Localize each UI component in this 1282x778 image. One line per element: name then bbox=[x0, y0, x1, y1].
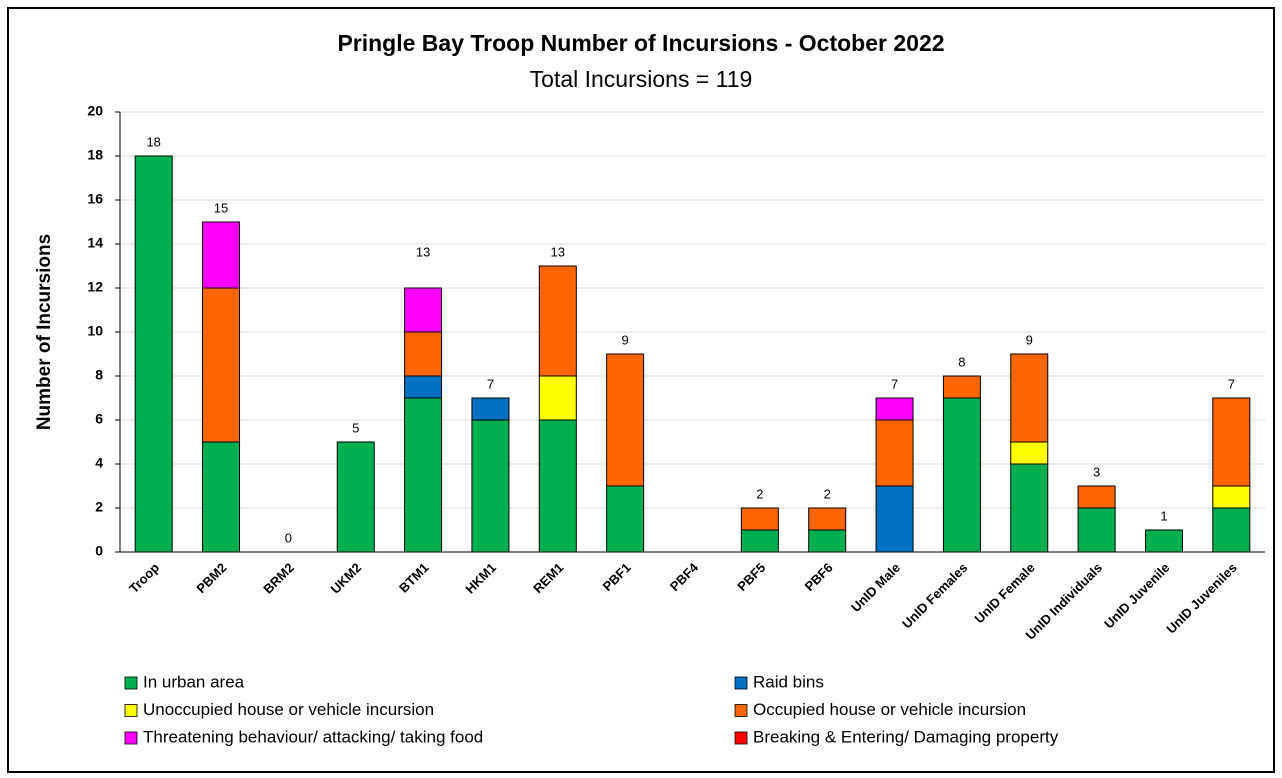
chart-title: Pringle Bay Troop Number of Incursions -… bbox=[337, 30, 944, 56]
total-label: 13 bbox=[416, 244, 430, 259]
y-tick-label: 18 bbox=[87, 147, 103, 163]
bar-segment bbox=[202, 221, 241, 289]
bar-segment bbox=[1212, 507, 1251, 553]
bar-segment bbox=[471, 419, 510, 553]
bar-segment bbox=[875, 485, 914, 553]
bar-segment bbox=[942, 375, 981, 399]
y-tick-label: 4 bbox=[95, 455, 103, 471]
y-tick-label: 14 bbox=[87, 235, 103, 251]
bar-segment bbox=[808, 529, 847, 553]
bar-segment bbox=[1010, 463, 1049, 553]
total-label: 8 bbox=[958, 354, 965, 369]
chart-subtitle: Total Incursions = 119 bbox=[530, 66, 753, 92]
legend-label: Threatening behaviour/ attacking/ taking… bbox=[143, 727, 483, 746]
y-tick-label: 20 bbox=[87, 103, 103, 119]
bar-segment bbox=[1212, 397, 1251, 487]
legend-swatch bbox=[734, 704, 748, 717]
legend-swatch bbox=[124, 704, 138, 717]
legend-swatch bbox=[734, 731, 748, 745]
total-label: 9 bbox=[1026, 332, 1033, 347]
legend-label: Unoccupied house or vehicle incursion bbox=[143, 700, 434, 719]
bar-segment bbox=[404, 331, 443, 377]
legend-swatch bbox=[734, 676, 748, 690]
y-axis-label: Number of Incursions bbox=[34, 234, 55, 430]
bar-segment bbox=[1010, 441, 1049, 465]
bar-segment bbox=[740, 529, 779, 553]
bar-segment bbox=[1010, 353, 1049, 443]
total-label: 1 bbox=[1160, 508, 1167, 523]
total-label: 0 bbox=[285, 530, 292, 545]
legend-swatch bbox=[124, 731, 138, 745]
legend-label: Raid bins bbox=[753, 672, 824, 691]
bar-segment bbox=[1212, 485, 1251, 509]
bar-segment bbox=[404, 397, 443, 553]
legend-label: Occupied house or vehicle incursion bbox=[753, 700, 1026, 719]
total-label: 9 bbox=[622, 332, 629, 347]
bar-segment bbox=[808, 507, 847, 531]
total-label: 7 bbox=[487, 376, 494, 391]
bar-segment bbox=[942, 397, 981, 553]
bar-segment bbox=[404, 375, 443, 399]
bar-segment bbox=[134, 155, 173, 553]
y-tick-label: 6 bbox=[95, 411, 103, 427]
total-label: 5 bbox=[352, 420, 359, 435]
y-tick-label: 8 bbox=[95, 367, 103, 383]
bar-segment bbox=[538, 265, 577, 377]
bar-segment bbox=[202, 441, 241, 553]
y-tick-label: 16 bbox=[87, 191, 103, 207]
y-tick-label: 10 bbox=[87, 323, 103, 339]
bar-segment bbox=[336, 441, 375, 553]
bar-segment bbox=[1144, 529, 1183, 553]
bar-segment bbox=[606, 353, 645, 487]
total-label: 13 bbox=[551, 244, 565, 259]
bar-segment bbox=[740, 507, 779, 531]
total-label: 3 bbox=[1093, 464, 1100, 479]
total-label: 18 bbox=[146, 134, 160, 149]
legend-label: Breaking & Entering/ Damaging property bbox=[753, 727, 1059, 746]
bar-segment bbox=[875, 397, 914, 421]
bar-segment bbox=[538, 419, 577, 553]
legend-swatch bbox=[124, 676, 138, 690]
total-label: 2 bbox=[824, 486, 831, 501]
y-tick-label: 0 bbox=[95, 543, 103, 559]
bar-segment bbox=[202, 287, 241, 443]
bar-segment bbox=[471, 397, 510, 421]
bar-segment bbox=[404, 287, 443, 333]
y-tick-label: 2 bbox=[95, 499, 103, 515]
total-label: 7 bbox=[1228, 376, 1235, 391]
bar-segment bbox=[1077, 485, 1116, 509]
bar-segment bbox=[1077, 507, 1116, 553]
total-label: 7 bbox=[891, 376, 898, 391]
bar-segment bbox=[538, 375, 577, 421]
bar-segment bbox=[606, 485, 645, 553]
bar-segment bbox=[875, 419, 914, 487]
total-label: 2 bbox=[756, 486, 763, 501]
legend-label: In urban area bbox=[143, 672, 245, 691]
y-tick-label: 12 bbox=[87, 279, 103, 295]
total-label: 15 bbox=[214, 200, 228, 215]
